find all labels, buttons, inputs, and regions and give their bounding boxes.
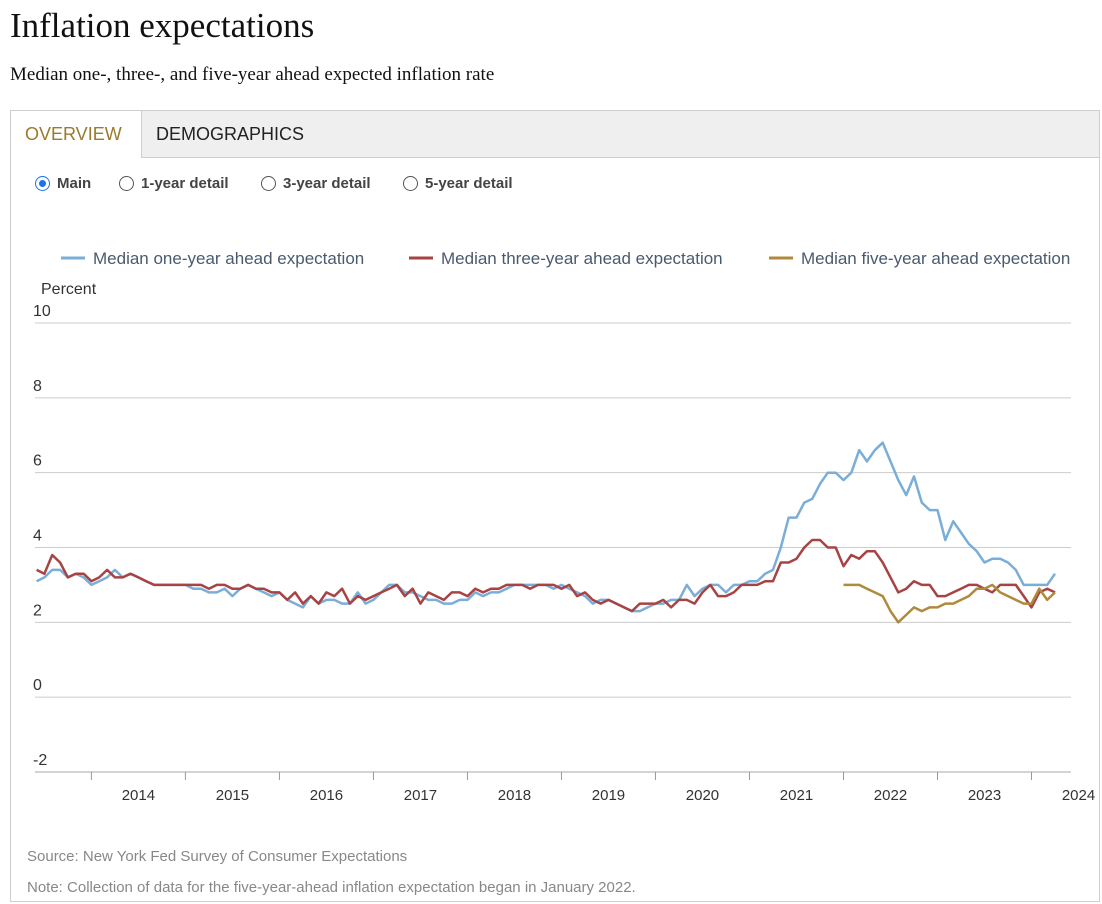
y-axis-label: Percent xyxy=(41,281,97,298)
legend-item[interactable]: Median one-year ahead expectation xyxy=(61,249,364,268)
x-tick-label: 2018 xyxy=(498,787,531,804)
radio-5-year-detail[interactable]: 5-year detail xyxy=(403,175,513,192)
x-tick-label: 2023 xyxy=(968,787,1001,804)
radio-1-year-label: 1-year detail xyxy=(141,175,229,192)
radio-3-year-detail[interactable]: 3-year detail xyxy=(261,175,371,192)
y-tick-label: 4 xyxy=(33,528,42,545)
line-chart: Median one-year ahead expectation Median … xyxy=(33,249,1095,804)
y-tick-label: 0 xyxy=(33,677,42,694)
x-tick-label: 2017 xyxy=(404,787,437,804)
x-tick-label: 2019 xyxy=(592,787,625,804)
legend-label: Median one-year ahead expectation xyxy=(93,249,364,268)
chart-panel: OVERVIEW DEMOGRAPHICS Main 1-year detail… xyxy=(10,110,1100,902)
legend-item[interactable]: Median five-year ahead expectation xyxy=(769,249,1070,268)
footnote: Note: Collection of data for the five-ye… xyxy=(27,879,636,896)
radio-main-label: Main xyxy=(57,175,92,192)
x-tick-label: 2014 xyxy=(122,787,155,804)
x-tick-label: 2024 xyxy=(1062,787,1095,804)
tab-demographics[interactable]: DEMOGRAPHICS xyxy=(156,124,305,144)
x-tick-label: 2015 xyxy=(216,787,249,804)
radio-icon[interactable] xyxy=(403,176,418,191)
chart-legend: Median one-year ahead expectation Median … xyxy=(61,249,1070,268)
source-note: Source: New York Fed Survey of Consumer … xyxy=(27,848,408,865)
tab-bar: OVERVIEW DEMOGRAPHICS xyxy=(11,111,1099,158)
x-tick-label: 2020 xyxy=(686,787,719,804)
y-tick-label: 8 xyxy=(33,378,42,395)
series-line xyxy=(843,583,1056,624)
y-tick-label: -2 xyxy=(33,752,47,769)
gridlines: 10 8 6 4 2 0 -2 xyxy=(33,303,1071,773)
radio-5-year-label: 5-year detail xyxy=(425,175,513,192)
radio-selected-icon[interactable] xyxy=(35,176,50,191)
y-tick-label: 2 xyxy=(33,602,42,619)
legend-label: Median five-year ahead expectation xyxy=(801,249,1070,268)
x-tick-label: 2022 xyxy=(874,787,907,804)
x-axis: 2014 2015 2016 2017 2018 2019 2020 2021 2022 2023… xyxy=(90,772,1095,804)
y-tick-label: 6 xyxy=(33,453,42,470)
radio-3-year-label: 3-year detail xyxy=(283,175,371,192)
radio-icon[interactable] xyxy=(119,176,134,191)
series-line xyxy=(36,538,1056,613)
page-subtitle: Median one-, three-, and five-year ahead… xyxy=(10,64,495,85)
radio-main[interactable]: Main xyxy=(35,175,91,192)
radio-1-year-detail[interactable]: 1-year detail xyxy=(119,175,229,192)
legend-item[interactable]: Median three-year ahead expectation xyxy=(409,249,723,268)
legend-label: Median three-year ahead expectation xyxy=(441,249,723,268)
tab-overview[interactable]: OVERVIEW xyxy=(11,111,142,158)
radio-icon[interactable] xyxy=(261,176,276,191)
y-tick-label: 10 xyxy=(33,303,51,320)
series-lines xyxy=(36,441,1057,624)
page-title: Inflation expectations xyxy=(10,6,315,45)
x-tick-label: 2016 xyxy=(310,787,343,804)
x-tick-label: 2021 xyxy=(780,787,813,804)
